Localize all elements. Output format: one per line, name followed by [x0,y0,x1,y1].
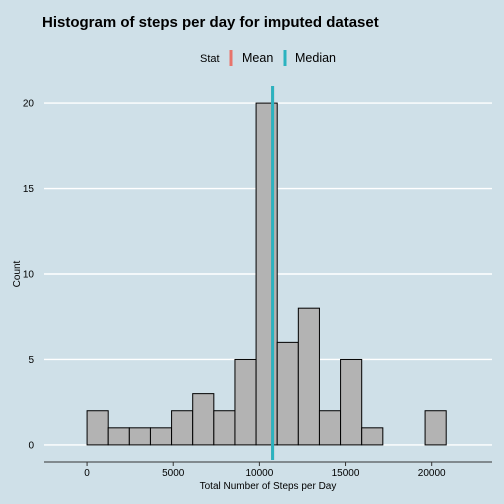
bar-14 [361,427,384,446]
x-axis-title: Total Number of Steps per Day [200,481,337,492]
bar-2 [107,427,130,446]
y-axis-title: Count [12,260,23,287]
x-tick-label-10000: 10000 [245,468,273,479]
bar-12 [318,410,342,446]
bar-5 [171,410,194,446]
legend-label-median: Median [295,51,336,65]
legend: Stat Mean Median [200,50,336,66]
y-axis: 0 5 10 15 20 [23,99,35,452]
bar-1 [86,410,109,446]
y-tick-label-15: 15 [23,184,35,195]
bar-10 [276,341,299,446]
bar-13 [340,358,363,446]
y-tick-label-5: 5 [28,355,34,366]
legend-title: Stat [200,53,220,65]
legend-label-mean: Mean [242,51,273,65]
y-tick-label-20: 20 [23,99,35,110]
bar-17 [424,410,447,446]
bar-6 [192,393,215,446]
y-tick-label-0: 0 [28,440,34,451]
x-tick-label-5000: 5000 [162,468,185,479]
x-tick-label-15000: 15000 [332,468,360,479]
bar-4 [149,427,173,446]
bar-3 [128,427,151,446]
y-tick-label-10: 10 [23,270,35,281]
bar-7 [213,410,236,446]
x-axis: 0 5000 10000 15000 20000 [44,461,492,479]
x-tick-label-0: 0 [84,468,90,479]
bar-11 [297,307,320,446]
bar-8 [234,358,257,446]
chart-title: Histogram of steps per day for imputed d… [42,14,379,31]
x-tick-label-20000: 20000 [418,468,446,479]
